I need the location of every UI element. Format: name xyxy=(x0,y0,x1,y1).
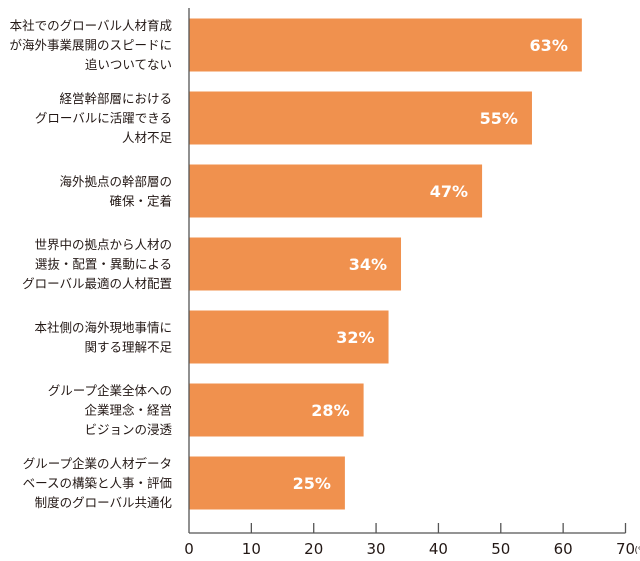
category-label-line: 選抜・配置・異動による xyxy=(35,257,172,272)
category-label-line: 関する理解不足 xyxy=(84,339,172,354)
category-label: 本社側の海外現地事情に関する理解不足 xyxy=(34,320,172,355)
category-label-line: 世界中の拠点から人材の xyxy=(34,237,172,252)
category-label-line: グループ企業全体への xyxy=(48,383,172,398)
x-axis-unit: (%) xyxy=(635,546,640,556)
category-label-line: グループ企業の人材データ xyxy=(23,456,172,471)
category-label-line: 確保・定着 xyxy=(109,193,172,208)
data-label: 32% xyxy=(336,328,374,347)
category-label-line: 経営幹部層における xyxy=(59,91,172,106)
data-label: 34% xyxy=(349,255,387,274)
category-label-line: グローバル最適の人材配置 xyxy=(22,276,172,291)
x-tick-label: 60 xyxy=(554,540,573,558)
x-tick-label: 50 xyxy=(491,540,510,558)
category-label: 本社でのグローバル人材育成が海外事業展開のスピードに追いついてない xyxy=(9,18,172,72)
category-label-line: グローバルに活躍できる xyxy=(35,111,172,126)
category-label-line: 企業理念・経営 xyxy=(84,403,172,418)
x-tick-label: 20 xyxy=(304,540,323,558)
category-label-line: ベースの構築と人事・評価 xyxy=(23,476,172,491)
bar xyxy=(189,18,582,72)
category-label-line: 人材不足 xyxy=(122,130,173,145)
data-label: 28% xyxy=(311,401,349,420)
category-label: 世界中の拠点から人材の選抜・配置・異動によるグローバル最適の人材配置 xyxy=(22,237,172,291)
category-label-line: 海外拠点の幹部層の xyxy=(59,174,172,189)
category-label-line: 本社側の海外現地事情に xyxy=(34,320,172,335)
category-label: 海外拠点の幹部層の確保・定着 xyxy=(59,174,172,209)
category-label-line: が海外事業展開のスピードに xyxy=(9,38,172,53)
bar xyxy=(189,164,483,218)
data-label: 47% xyxy=(430,182,468,201)
data-label: 25% xyxy=(293,474,331,493)
data-label: 55% xyxy=(480,109,518,128)
category-label-line: 追いついてない xyxy=(85,57,172,72)
x-tick-label: 40 xyxy=(429,540,448,558)
x-tick-label: 0 xyxy=(184,540,194,558)
bar xyxy=(189,91,532,145)
x-tick-label: 30 xyxy=(367,540,386,558)
x-tick-label: 10 xyxy=(242,540,261,558)
bar xyxy=(189,456,345,510)
category-label: グループ企業の人材データベースの構築と人事・評価制度のグローバル共通化 xyxy=(23,456,173,510)
category-label: 経営幹部層におけるグローバルに活躍できる人材不足 xyxy=(35,91,173,145)
bar xyxy=(189,310,389,364)
bar xyxy=(189,237,402,291)
x-tick-label: 70 xyxy=(616,540,635,558)
category-label-line: 制度のグローバル共通化 xyxy=(35,495,173,510)
category-label-line: 本社でのグローバル人材育成 xyxy=(10,18,172,33)
bar xyxy=(189,383,364,437)
data-label: 63% xyxy=(530,36,568,55)
category-label-line: ビジョンの浸透 xyxy=(84,422,172,437)
category-label: グループ企業全体への企業理念・経営ビジョンの浸透 xyxy=(48,383,173,437)
